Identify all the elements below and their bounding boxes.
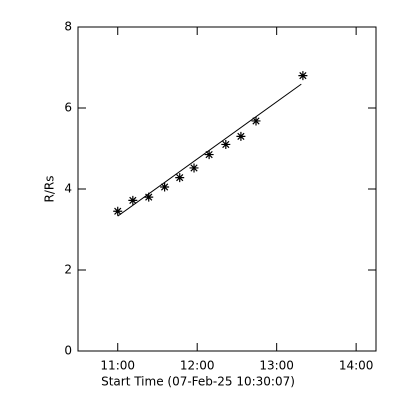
asterisk-marker: [236, 131, 246, 141]
asterisk-marker: [251, 116, 261, 126]
asterisk-marker: [175, 173, 185, 183]
asterisk-marker: [144, 192, 154, 202]
x-tick-label: 11:00: [100, 359, 135, 373]
fit-line: [117, 83, 302, 217]
x-tick-label: 12:00: [180, 359, 215, 373]
asterisk-marker: [221, 139, 231, 149]
asterisk-marker: [189, 163, 199, 173]
asterisk-marker: [298, 71, 308, 81]
x-axis-label: Start Time (07-Feb-25 10:30:07): [101, 375, 295, 389]
x-tick-label: 14:00: [339, 359, 374, 373]
y-tick-label: 8: [64, 20, 72, 34]
y-tick-label: 0: [64, 344, 72, 358]
y-axis-label: R/Rs: [43, 176, 57, 203]
x-tick-label: 13:00: [259, 359, 294, 373]
y-tick-label: 4: [64, 182, 72, 196]
y-tick-label: 6: [64, 101, 72, 115]
asterisk-marker: [128, 195, 138, 205]
asterisk-marker: [204, 150, 214, 160]
asterisk-marker: [113, 206, 123, 216]
plot-frame: [77, 26, 377, 352]
y-tick-label: 2: [64, 263, 72, 277]
asterisk-marker: [160, 182, 170, 192]
